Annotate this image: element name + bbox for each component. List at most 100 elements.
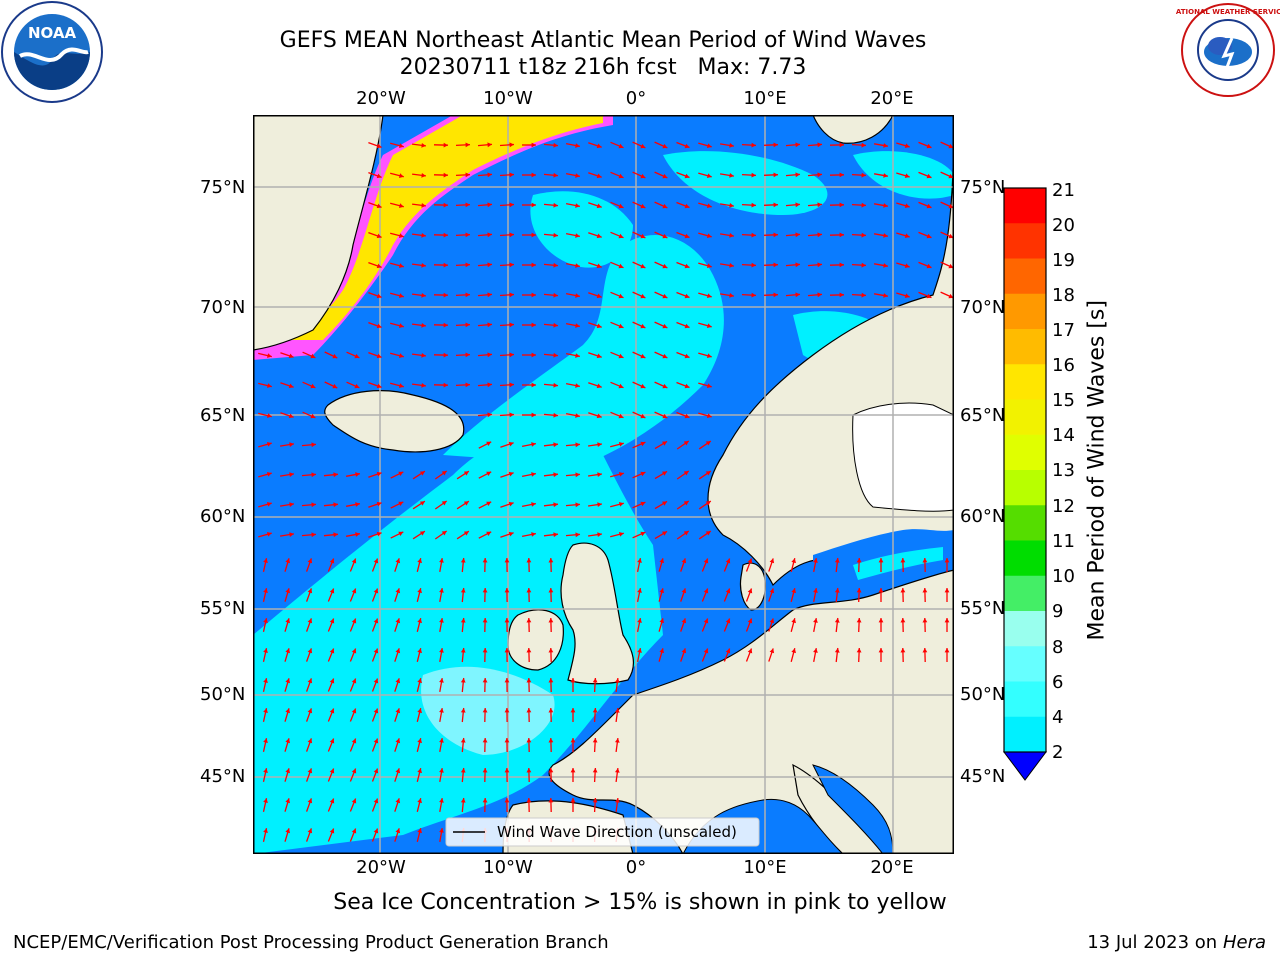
wind-wave-arrowhead [395,618,401,624]
wind-wave-arrowhead [531,352,536,358]
wind-wave-arrowhead [706,383,712,388]
colorbar-tick-20: 20 [1052,215,1075,236]
wind-wave-arrowhead [553,142,558,148]
wind-wave-arrowhead [465,202,470,208]
wind-wave-arrowhead [662,203,668,209]
wind-wave-arrowhead [729,263,734,268]
wind-wave-arrowhead [575,143,580,148]
wind-wave-arrowhead [439,828,444,833]
wind-wave-arrowhead [640,233,646,239]
wind-wave-arrowhead [813,588,818,593]
wind-wave-arrowhead [460,768,466,773]
wind-wave-arrowhead [729,203,734,208]
wind-wave-arrowhead [684,173,690,179]
wind-wave-arrowhead [883,173,888,178]
wind-wave-arrowhead [883,143,888,148]
colorbar-segment [1004,258,1046,295]
wind-wave-arrowhead [769,648,775,654]
wind-wave-arrowhead [289,502,294,507]
colorbar-tick-21: 21 [1052,180,1075,201]
wind-wave-arrowhead [553,202,558,208]
wind-wave-arrowhead [509,412,514,418]
wind-wave-arrowhead [487,262,492,268]
colorbar-tick-14: 14 [1052,425,1075,446]
wind-wave-arrowhead [926,233,932,239]
wind-wave-arrowhead [329,798,335,804]
wind-wave-arrowhead [329,828,335,834]
wind-wave-arrowhead [618,532,624,537]
wind-wave-arrowhead [773,202,778,208]
wind-wave-arrowhead [883,203,888,208]
wind-wave-arrowhead [944,618,950,623]
wind-wave-arrowhead [813,558,818,563]
wind-wave-arrowhead [926,173,932,179]
wind-wave-arrowhead [504,798,510,803]
wind-wave-arrowhead [575,472,580,478]
wind-wave-arrowhead [795,172,800,178]
gulf-of-bothnia [852,402,954,512]
wind-wave-arrowhead [684,353,690,359]
wind-wave-arrowhead [747,648,753,654]
wind-wave-arrowhead [373,648,379,654]
map-panel[interactable]: Wind Wave Direction (unscaled) [253,115,954,854]
colorbar-tick-15: 15 [1052,390,1075,411]
wind-wave-arrowhead [861,142,866,148]
wind-wave-arrowhead [443,232,448,238]
colorbar-tick-8: 8 [1052,637,1064,658]
wind-wave-arrowhead [441,501,447,506]
lon-label-bottom-20w: 20°W [356,857,406,878]
wind-wave-arrowhead [575,413,580,418]
wind-wave-arrowhead [376,143,382,149]
wind-wave-arrowhead [531,202,536,208]
wind-wave-arrowhead [900,588,906,593]
wind-wave-arrowhead [662,413,668,419]
land-greenland [253,115,384,351]
wind-wave-arrowhead [509,382,514,388]
wind-wave-arrowhead [751,142,756,148]
wind-wave-arrowhead [398,531,404,536]
wind-wave-arrowhead [795,292,800,298]
wind-wave-arrowhead [443,292,448,298]
wind-wave-arrowhead [526,618,532,623]
wind-wave-arrowhead [333,472,338,478]
wind-wave-arrowhead [834,618,840,623]
wind-wave-arrowhead [706,353,712,358]
wind-wave-arrowhead [615,708,620,713]
lon-label-bottom-20e: 20°E [870,857,914,878]
wind-wave-arrowhead [421,143,426,148]
wind-wave-arrowhead [659,618,664,624]
colorbar-segment [1004,681,1046,718]
wind-wave-arrowhead [618,293,624,299]
map-frame [253,115,954,854]
wind-wave-arrowhead [553,172,558,178]
wind-wave-arrowhead [553,262,558,268]
colorbar-label-text: Mean Period of Wind Waves [s] [1084,300,1110,641]
wind-wave-arrowhead [662,173,668,179]
wind-wave-arrowhead [504,708,510,713]
wind-wave-arrowhead [662,441,667,446]
wind-wave-arrowhead [662,383,668,389]
wind-wave-arrowhead [618,353,624,359]
wind-wave-arrowhead [310,353,316,359]
wind-wave-arrowhead [706,413,712,418]
wind-wave-arrowhead [463,531,469,536]
wind-wave-arrowhead [373,738,379,744]
wind-wave-arrowhead [376,173,382,179]
wind-wave-arrowhead [526,558,532,563]
wind-wave-arrowhead [795,232,800,238]
wind-wave-arrowhead [548,738,554,743]
noaa-logo: NOAA [0,0,104,104]
wind-wave-arrowhead [417,618,422,624]
wind-wave-arrowhead [289,532,294,537]
wind-wave-arrowhead [465,292,470,298]
wind-wave-arrowhead [354,353,360,359]
wind-wave-arrowhead [439,588,444,593]
wind-wave-arrowhead [769,618,775,624]
wind-wave-arrowhead [417,798,422,804]
wind-wave-arrowhead [463,501,469,506]
wind-wave-arrowhead [443,172,448,178]
wind-wave-arrowhead [703,558,709,564]
lon-label-top-0: 0° [625,88,647,109]
wind-wave-arrowhead [311,472,316,478]
wind-wave-arrowhead [856,618,862,623]
